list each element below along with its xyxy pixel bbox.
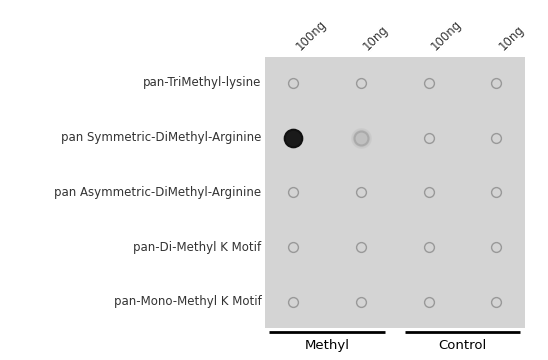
Point bbox=[357, 299, 366, 305]
Point bbox=[424, 244, 433, 250]
Point bbox=[492, 189, 501, 195]
Point bbox=[357, 135, 366, 140]
Point bbox=[492, 135, 501, 140]
Text: 100ng: 100ng bbox=[293, 18, 329, 53]
Point bbox=[424, 189, 433, 195]
FancyBboxPatch shape bbox=[265, 57, 525, 328]
Text: Control: Control bbox=[438, 339, 487, 352]
Point bbox=[357, 135, 366, 140]
Point bbox=[357, 135, 366, 140]
Point bbox=[424, 135, 433, 140]
Point bbox=[492, 80, 501, 86]
Text: pan-Di-Methyl K Motif: pan-Di-Methyl K Motif bbox=[133, 240, 261, 253]
Point bbox=[289, 244, 298, 250]
Text: 10ng: 10ng bbox=[496, 23, 527, 53]
Point bbox=[357, 80, 366, 86]
Point bbox=[289, 135, 298, 140]
Point bbox=[424, 299, 433, 305]
Text: pan-Mono-Methyl K Motif: pan-Mono-Methyl K Motif bbox=[113, 295, 261, 308]
Text: 100ng: 100ng bbox=[429, 18, 464, 53]
Point bbox=[289, 299, 298, 305]
Point bbox=[357, 135, 366, 140]
Text: pan-TriMethyl-lysine: pan-TriMethyl-lysine bbox=[143, 76, 261, 89]
Point bbox=[424, 80, 433, 86]
Point bbox=[357, 244, 366, 250]
Text: pan Asymmetric-DiMethyl-Arginine: pan Asymmetric-DiMethyl-Arginine bbox=[54, 186, 261, 199]
Text: 10ng: 10ng bbox=[361, 23, 391, 53]
Point bbox=[289, 80, 298, 86]
Point bbox=[492, 244, 501, 250]
Point bbox=[357, 189, 366, 195]
Point bbox=[492, 299, 501, 305]
Point bbox=[289, 189, 298, 195]
Text: pan Symmetric-DiMethyl-Arginine: pan Symmetric-DiMethyl-Arginine bbox=[61, 131, 261, 144]
Text: Methyl: Methyl bbox=[305, 339, 350, 352]
